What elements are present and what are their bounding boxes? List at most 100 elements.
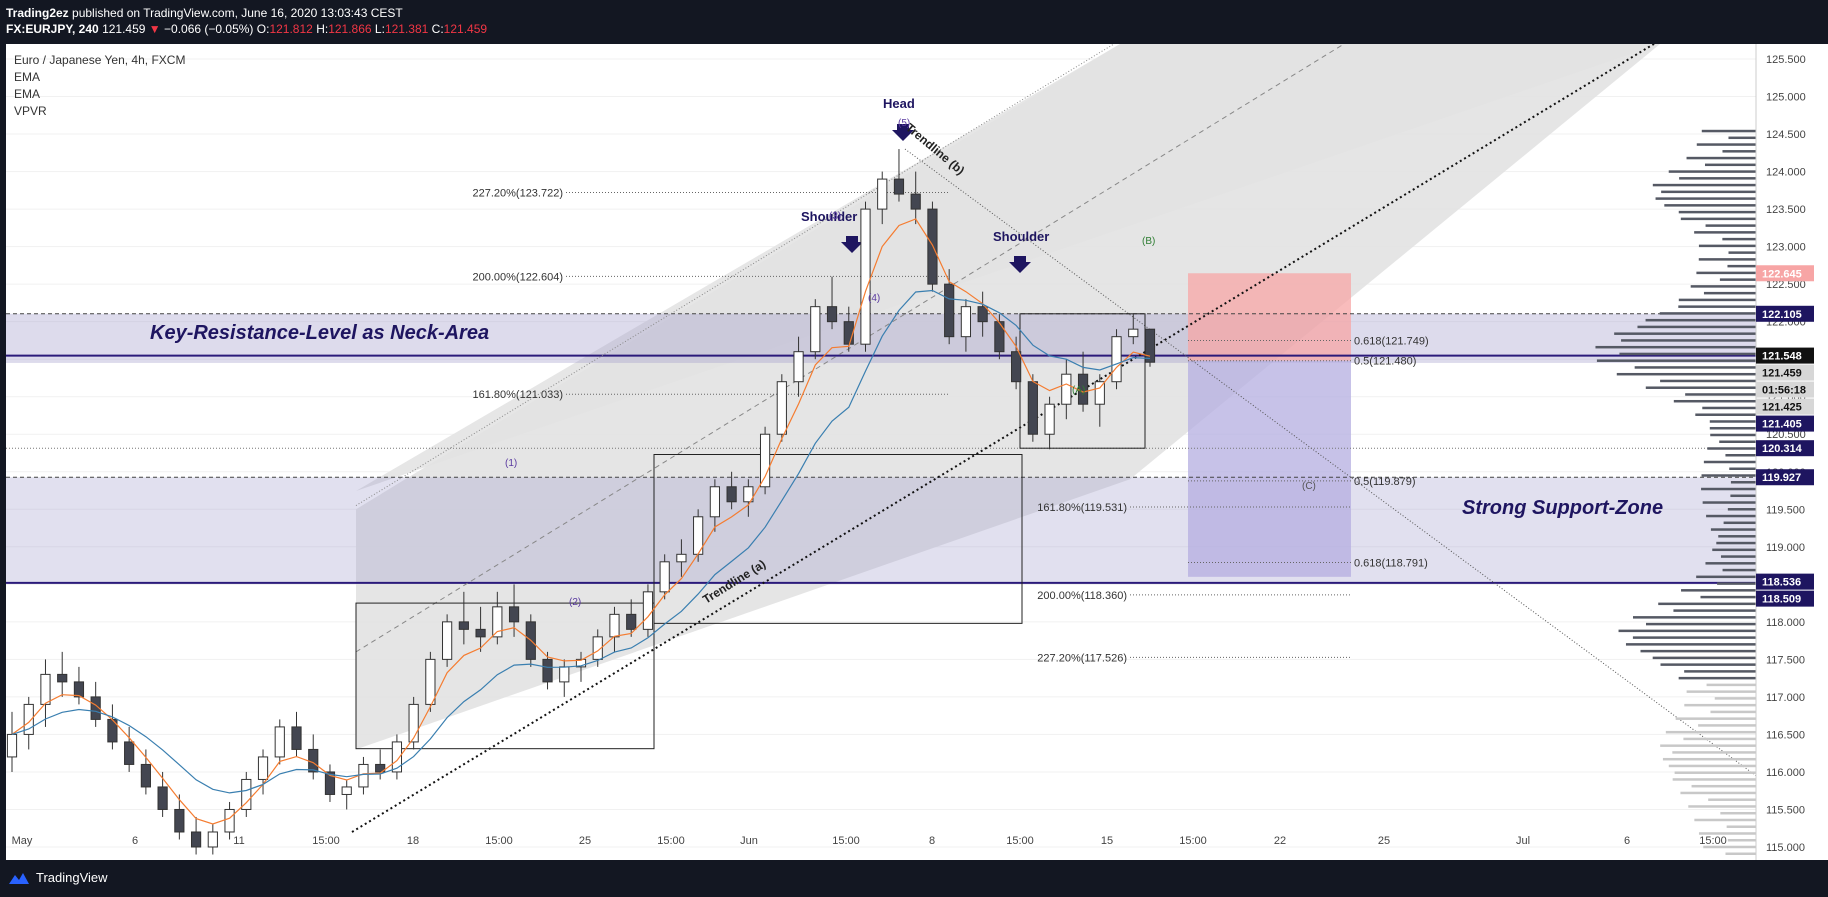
tradingview-logo[interactable]: TradingView xyxy=(8,870,108,885)
volume-bar xyxy=(1703,845,1756,849)
candle-body xyxy=(140,763,151,788)
brand-label: TradingView xyxy=(36,870,108,885)
price-label-box xyxy=(1756,398,1814,415)
volume-bar xyxy=(1730,481,1756,484)
volume-bar xyxy=(1645,622,1756,626)
last-price: 121.459 xyxy=(102,22,146,36)
volume-bar xyxy=(1703,291,1756,295)
high-label: H: xyxy=(316,22,329,36)
price-label-text: 119.927 xyxy=(1762,472,1801,484)
volume-bar xyxy=(1696,143,1756,146)
candle-body xyxy=(274,726,285,758)
fib-label: 0.5(119.879) xyxy=(1354,476,1416,488)
legend-ema-fast[interactable]: EMA xyxy=(14,70,41,84)
time-tick-label: 15 xyxy=(1101,835,1113,847)
low-value: 121.381 xyxy=(384,22,429,36)
time-tick-label: May xyxy=(12,835,33,847)
volume-bar xyxy=(1618,629,1756,633)
volume-bar xyxy=(1678,305,1756,308)
candle-body xyxy=(726,486,737,503)
volume-bar xyxy=(1672,778,1756,781)
volume-bar xyxy=(1729,467,1756,471)
time-tick-label: 15:00 xyxy=(832,835,860,847)
publisher-name: Trading2ez xyxy=(6,6,69,20)
candle-body xyxy=(1128,328,1139,338)
volume-bar xyxy=(1685,393,1756,396)
price-label-text: 122.645 xyxy=(1762,268,1802,280)
candle-body xyxy=(843,321,854,345)
candle-body xyxy=(241,778,252,810)
volume-bar xyxy=(1658,602,1756,606)
candle-body xyxy=(1111,336,1122,383)
time-tick-label: 15:00 xyxy=(657,835,685,847)
volume-bar xyxy=(1717,582,1756,585)
legend-ema-slow[interactable]: EMA xyxy=(14,87,41,101)
candle-body xyxy=(375,763,386,773)
volume-bar xyxy=(1696,271,1756,275)
volume-bar xyxy=(1722,237,1756,241)
volume-bar xyxy=(1680,217,1756,221)
price-tick-label: 116.500 xyxy=(1766,729,1805,741)
volume-bar xyxy=(1673,399,1756,403)
volume-bar xyxy=(1665,730,1756,734)
time-tick-label: 15:00 xyxy=(1179,835,1207,847)
price-change: −0.066 (−0.05%) xyxy=(164,22,254,36)
chart-area[interactable]: 227.20%(123.722) 200.00%(122.604) 161.80%(… xyxy=(0,39,1828,862)
candle-body xyxy=(207,831,218,848)
candle-body xyxy=(291,726,302,750)
time-tick-label: 11 xyxy=(233,835,244,847)
candle-body xyxy=(157,786,168,810)
resistance-label: Key-Resistance-Level as Neck-Area xyxy=(150,322,489,344)
fib-label: 227.20%(123.722) xyxy=(472,187,563,199)
candle-body xyxy=(408,703,419,743)
time-axis[interactable]: May 6 11 15:00 18 15:00 25 15:00 Jun 15:00 8 15:00 1… xyxy=(12,835,1727,847)
volume-bar xyxy=(1714,697,1756,700)
wave-5-label: (5) xyxy=(898,118,910,129)
volume-bar xyxy=(1722,150,1756,153)
volume-bar xyxy=(1662,757,1756,761)
chart-legend: Euro / Japanese Yen, 4h, FXCM EMA EMA VP… xyxy=(14,52,185,120)
volume-bar xyxy=(1616,372,1756,376)
volume-bar xyxy=(1668,170,1756,173)
candle-body xyxy=(994,321,1005,353)
legend-vpvr[interactable]: VPVR xyxy=(14,104,47,118)
down-arrow-icon: ▼ xyxy=(148,22,161,36)
volume-bar xyxy=(1719,278,1756,281)
volume-bar xyxy=(1684,703,1756,707)
volume-bar xyxy=(1727,508,1756,511)
fib-label: 0.5(121.480) xyxy=(1354,356,1416,368)
volume-bar xyxy=(1698,832,1756,835)
time-tick-label: Jun xyxy=(740,835,758,847)
candle-body xyxy=(977,306,988,323)
volume-profile xyxy=(1595,129,1756,855)
volume-bar xyxy=(1698,258,1756,261)
time-tick-label: 22 xyxy=(1274,835,1286,847)
price-chart[interactable]: 227.20%(123.722) 200.00%(122.604) 161.80%(… xyxy=(0,39,1828,862)
volume-bar xyxy=(1684,670,1756,673)
volume-bar xyxy=(1686,156,1756,160)
close-value: 121.459 xyxy=(443,22,488,36)
volume-bar xyxy=(1725,454,1756,457)
price-label-text: 01:56:18 xyxy=(1762,385,1806,397)
candle-body xyxy=(475,628,486,638)
price-tick-label: 122.500 xyxy=(1766,279,1806,291)
fib-label: 161.80%(119.531) xyxy=(1037,502,1127,514)
price-tick-label: 117.500 xyxy=(1766,654,1805,666)
volume-bar xyxy=(1660,663,1756,666)
candle-body xyxy=(40,673,51,705)
volume-bar xyxy=(1698,244,1756,248)
candle-body xyxy=(609,613,620,638)
volume-bar xyxy=(1701,474,1756,477)
volume-bar xyxy=(1704,163,1756,167)
volume-bar xyxy=(1678,676,1756,680)
candle-body xyxy=(542,658,553,683)
volume-bar xyxy=(1725,852,1756,855)
candle-body xyxy=(458,621,469,630)
volume-bar xyxy=(1672,751,1756,754)
candle-body xyxy=(927,208,938,285)
time-tick-label: 15:00 xyxy=(1699,835,1727,847)
candle-body xyxy=(508,606,520,623)
time-tick-label: 6 xyxy=(1624,835,1630,847)
price-label-box xyxy=(1756,440,1814,457)
take-profit-box xyxy=(1188,360,1351,577)
